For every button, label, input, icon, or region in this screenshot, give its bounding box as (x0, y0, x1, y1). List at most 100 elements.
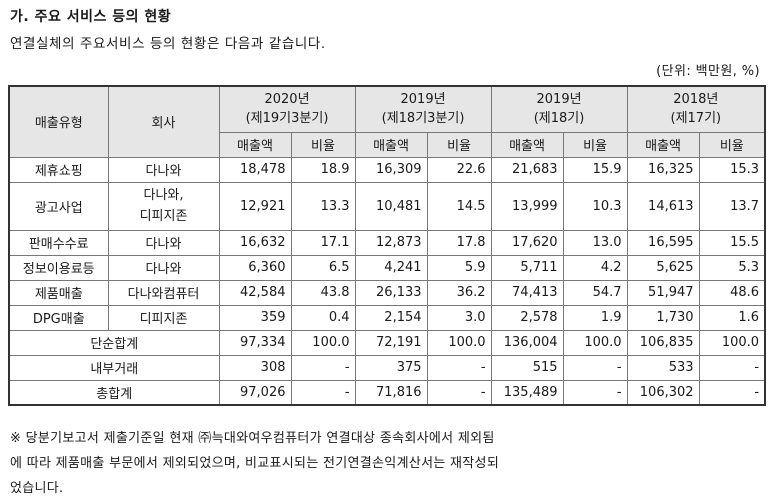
ratio-cell: 15.9 (562, 156, 628, 183)
revenue-type-cell: 제휴쇼핑 (8, 156, 109, 183)
sales-cell: 10,481 (354, 181, 428, 231)
sales-cell: 375 (354, 354, 428, 381)
company-cell: 다나와 (107, 229, 220, 256)
sales-cell: 106,835 (626, 329, 700, 356)
ratio-cell: 13.7 (698, 181, 766, 231)
company-cell: 다나와 (107, 156, 220, 183)
sales-cell: 13,999 (490, 181, 564, 231)
ratio-cell: 13.0 (562, 229, 628, 256)
ratio-cell: 13.3 (290, 181, 356, 231)
footnote-line: 에 따라 제품매출 부문에서 제외되었으며, 비교표시되는 전기연결손익계산서는… (10, 456, 500, 471)
ratio-cell: - (698, 379, 766, 406)
sales-cell: 12,921 (218, 181, 292, 231)
sales-cell: 135,489 (490, 379, 564, 406)
footnote: ※ 당분기보고서 제출기준일 현재 ㈜늑대와여우컴퓨터가 연결대상 종속회사에서… (10, 426, 770, 501)
section-heading: 가. 주요 서비스 등의 현황 (10, 9, 172, 25)
company-cell: 다나와 (107, 254, 220, 281)
footnote-line: ※ 당분기보고서 제출기준일 현재 ㈜늑대와여우컴퓨터가 연결대상 종속회사에서… (10, 431, 495, 446)
ratio-cell: 15.5 (698, 229, 766, 256)
unit-label: (단위: 백만원, %) (656, 64, 760, 79)
sales-cell: 515 (490, 354, 564, 381)
ratio-cell: 1.9 (562, 304, 628, 331)
period-year: 2018년 (673, 92, 719, 108)
company-cell: 다나와컴퓨터 (107, 279, 220, 306)
ratio-cell: - (426, 379, 492, 406)
table-row: 광고사업 다나와, 디피지존 12,921 13.3 10,481 14.5 1… (8, 181, 766, 231)
ratio-cell: 17.8 (426, 229, 492, 256)
ratio-cell: 36.2 (426, 279, 492, 306)
header-period-1: 2020년 (제19기3분기) (218, 85, 356, 133)
sales-cell: 308 (218, 354, 292, 381)
header-company: 회사 (107, 85, 220, 158)
ratio-cell: 4.2 (562, 254, 628, 281)
ratio-cell: 10.3 (562, 181, 628, 231)
ratio-cell: - (562, 379, 628, 406)
ratio-cell: 3.0 (426, 304, 492, 331)
sales-cell: 26,133 (354, 279, 428, 306)
company-cell: 다나와, 디피지존 (107, 181, 220, 231)
header-period-2: 2019년 (제18기3분기) (354, 85, 492, 133)
header-ratio: 비율 (290, 131, 356, 158)
revenue-type-cell: 제품매출 (8, 279, 109, 306)
total-row: 단순합계 97,334 100.0 72,191 100.0 136,004 1… (8, 329, 766, 356)
revenue-type-cell: 광고사업 (8, 181, 109, 231)
header-ratio: 비율 (698, 131, 766, 158)
sales-cell: 106,302 (626, 379, 700, 406)
ratio-cell: 54.7 (562, 279, 628, 306)
sales-cell: 51,947 (626, 279, 700, 306)
total-row: 내부거래 308 - 375 - 515 - 533 - (8, 354, 766, 381)
sales-cell: 533 (626, 354, 700, 381)
sales-cell: 2,154 (354, 304, 428, 331)
revenue-type-cell: DPG매출 (8, 304, 109, 331)
ratio-cell: - (562, 354, 628, 381)
ratio-cell: 18.9 (290, 156, 356, 183)
sales-cell: 16,309 (354, 156, 428, 183)
table-row: DPG매출 디피지존 359 0.4 2,154 3.0 2,578 1.9 1… (8, 304, 766, 331)
table-row: 정보이용료등 다나와 6,360 6.5 4,241 5.9 5,711 4.2… (8, 254, 766, 281)
table-row: 제휴쇼핑 다나와 18,478 18.9 16,309 22.6 21,683 … (8, 156, 766, 183)
period-year: 2019년 (400, 92, 446, 108)
sales-cell: 16,595 (626, 229, 700, 256)
header-period-3: 2019년 (제18기) (490, 85, 628, 133)
ratio-cell: 14.5 (426, 181, 492, 231)
ratio-cell: 15.3 (698, 156, 766, 183)
period-year: 2020년 (264, 92, 310, 108)
sales-cell: 72,191 (354, 329, 428, 356)
ratio-cell: 100.0 (562, 329, 628, 356)
footnote-line: 었습니다. (10, 481, 64, 496)
ratio-cell: 43.8 (290, 279, 356, 306)
ratio-cell: - (698, 354, 766, 381)
sales-cell: 1,730 (626, 304, 700, 331)
sales-cell: 5,711 (490, 254, 564, 281)
ratio-cell: 22.6 (426, 156, 492, 183)
ratio-cell: 0.4 (290, 304, 356, 331)
sales-cell: 5,625 (626, 254, 700, 281)
ratio-cell: 1.6 (698, 304, 766, 331)
header-sales: 매출액 (490, 131, 564, 158)
header-sales: 매출액 (626, 131, 700, 158)
total-row: 총합계 97,026 - 71,816 - 135,489 - 106,302 … (8, 379, 766, 406)
ratio-cell: 100.0 (698, 329, 766, 356)
sales-cell: 71,816 (354, 379, 428, 406)
header-period-4: 2018년 (제17기) (626, 85, 766, 133)
period-term: (제19기3분기) (245, 111, 329, 127)
ratio-cell: 100.0 (290, 329, 356, 356)
period-term: (제18기) (533, 111, 585, 127)
period-term: (제18기3분기) (381, 111, 465, 127)
sales-cell: 74,413 (490, 279, 564, 306)
sales-cell: 2,578 (490, 304, 564, 331)
ratio-cell: 5.3 (698, 254, 766, 281)
sales-cell: 18,478 (218, 156, 292, 183)
sales-cell: 359 (218, 304, 292, 331)
ratio-cell: 48.6 (698, 279, 766, 306)
total-label: 총합계 (8, 379, 220, 406)
sales-cell: 14,613 (626, 181, 700, 231)
sales-cell: 6,360 (218, 254, 292, 281)
header-ratio: 비율 (562, 131, 628, 158)
sales-cell: 4,241 (354, 254, 428, 281)
period-term: (제17기) (670, 111, 722, 127)
ratio-cell: 100.0 (426, 329, 492, 356)
header-sales: 매출액 (354, 131, 428, 158)
sales-cell: 16,325 (626, 156, 700, 183)
revenue-type-cell: 정보이용료등 (8, 254, 109, 281)
